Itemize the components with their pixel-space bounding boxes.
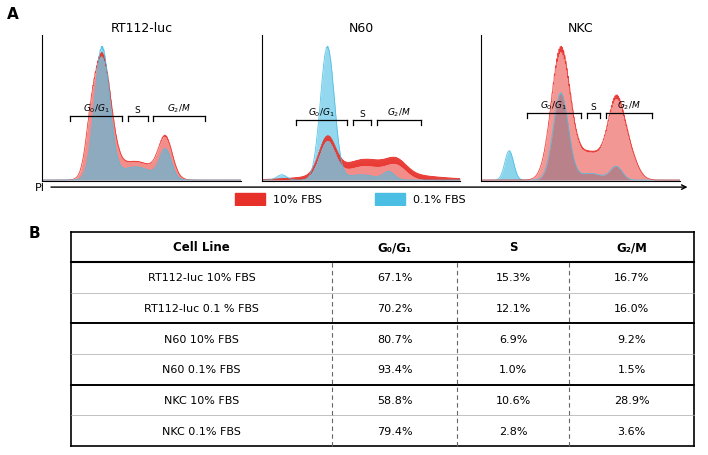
Text: $G_2/M$: $G_2/M$ [617,99,641,112]
Title: N60: N60 [348,22,374,35]
Text: 3.6%: 3.6% [617,425,646,435]
Text: 1.0%: 1.0% [499,364,527,374]
Text: 28.9%: 28.9% [614,395,649,405]
Bar [235,194,265,206]
Text: A: A [7,7,19,22]
Text: 12.1%: 12.1% [496,303,531,313]
Text: $G_2/M$: $G_2/M$ [387,106,411,119]
Text: RT112-luc 10% FBS: RT112-luc 10% FBS [148,273,256,283]
Text: S: S [359,110,365,119]
Text: 80.7%: 80.7% [377,334,413,344]
Text: 1.5%: 1.5% [617,364,646,374]
Text: G₀/G₁: G₀/G₁ [378,241,412,254]
Text: 70.2%: 70.2% [377,303,413,313]
Text: S: S [135,106,140,115]
Text: NKC 0.1% FBS: NKC 0.1% FBS [162,425,241,435]
Text: 0.1% FBS: 0.1% FBS [413,195,466,205]
Text: 10% FBS: 10% FBS [273,195,322,205]
Text: 67.1%: 67.1% [377,273,413,283]
Text: RT112-luc 0.1 % FBS: RT112-luc 0.1 % FBS [144,303,259,313]
Text: S: S [590,103,596,112]
Text: S: S [509,241,518,254]
Text: 15.3%: 15.3% [496,273,531,283]
Text: 93.4%: 93.4% [377,364,413,374]
Text: PI: PI [35,183,45,192]
Text: $G_0/G_1$: $G_0/G_1$ [308,106,335,119]
Title: NKC: NKC [568,22,593,35]
Text: Cell Line: Cell Line [173,241,230,254]
Text: 6.9%: 6.9% [499,334,527,344]
Text: 9.2%: 9.2% [617,334,646,344]
Text: 16.7%: 16.7% [614,273,649,283]
Text: NKC 10% FBS: NKC 10% FBS [164,395,239,405]
Text: 79.4%: 79.4% [377,425,413,435]
Text: 58.8%: 58.8% [377,395,413,405]
Text: N60 0.1% FBS: N60 0.1% FBS [162,364,241,374]
Text: $G_0/G_1$: $G_0/G_1$ [83,102,109,115]
Text: G₂/M: G₂/M [616,241,647,254]
Text: B: B [28,225,40,240]
Text: $G_2/M$: $G_2/M$ [167,102,191,115]
Text: $G_0/G_1$: $G_0/G_1$ [540,99,567,112]
Text: N60 10% FBS: N60 10% FBS [164,334,239,344]
Bar [375,194,405,206]
Text: 10.6%: 10.6% [496,395,531,405]
Text: 16.0%: 16.0% [614,303,649,313]
Title: RT112-luc: RT112-luc [110,22,173,35]
Text: 2.8%: 2.8% [499,425,527,435]
